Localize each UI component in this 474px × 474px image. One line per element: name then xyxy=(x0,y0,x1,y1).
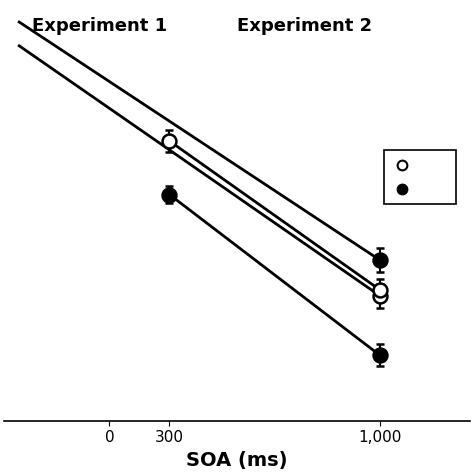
X-axis label: SOA (ms): SOA (ms) xyxy=(186,451,288,470)
Text: Experiment 2: Experiment 2 xyxy=(237,17,372,35)
Text: Experiment 1: Experiment 1 xyxy=(32,17,167,35)
Bar xyxy=(383,150,456,204)
